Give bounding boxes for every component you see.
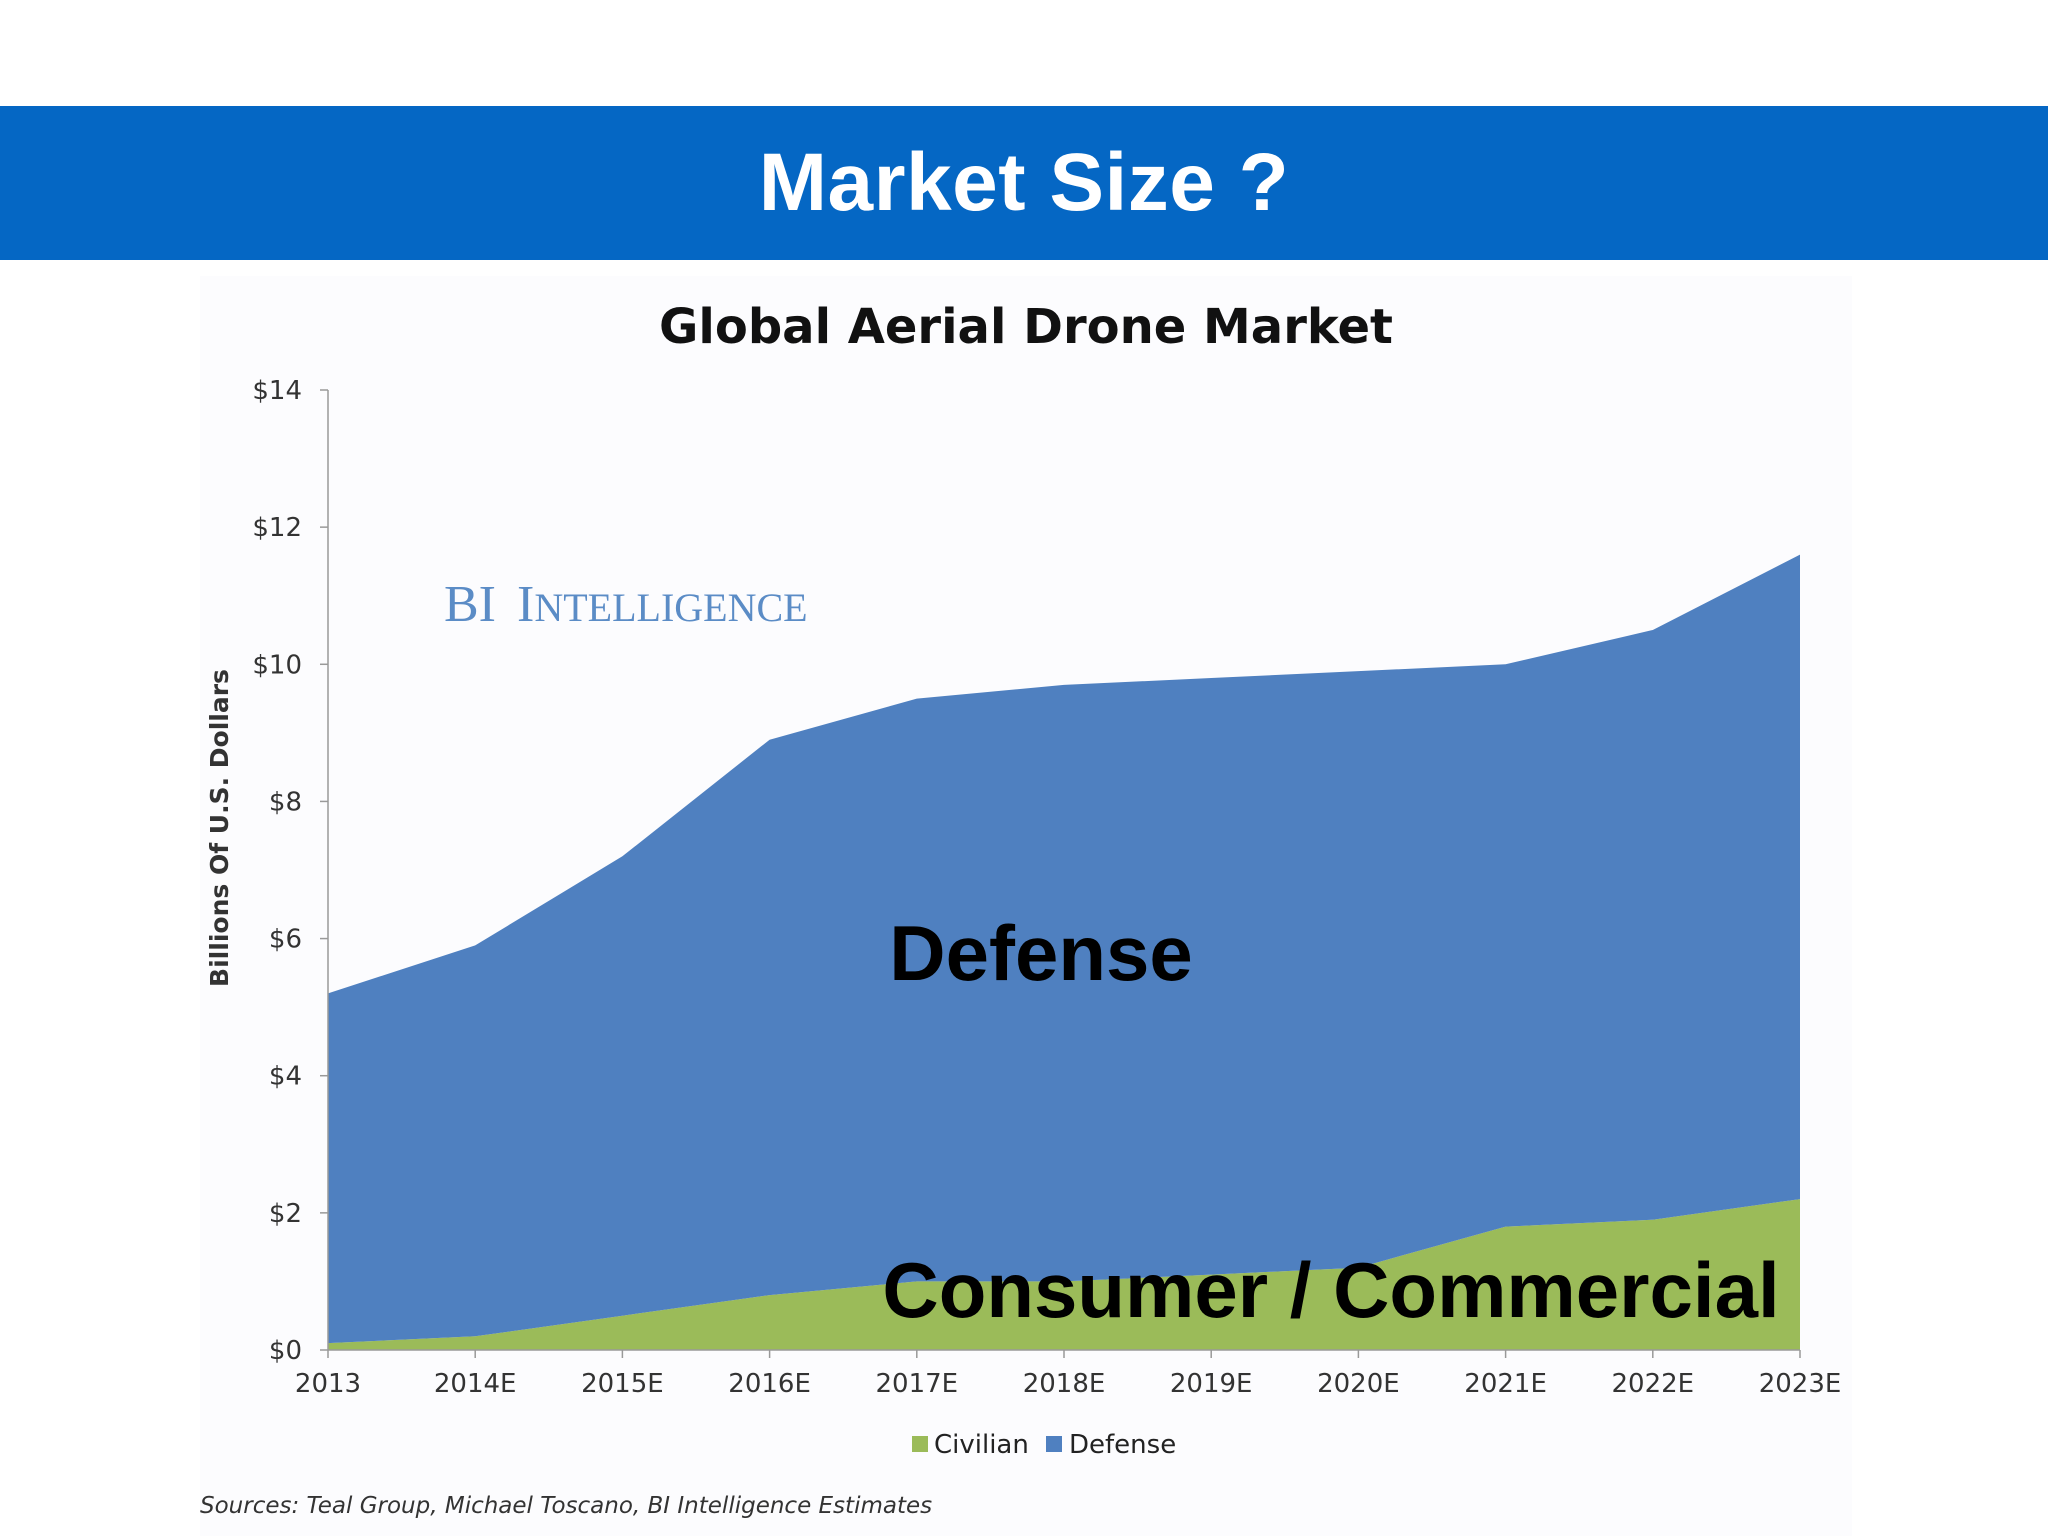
x-tick-label: 2013 (295, 1369, 361, 1399)
x-tick-label: 2023E (1759, 1369, 1842, 1399)
y-tick-label: $6 (269, 925, 302, 955)
y-tick-label: $8 (269, 787, 302, 817)
legend-swatch-defense (1046, 1436, 1062, 1452)
area-series-civilian (328, 1199, 1800, 1350)
y-tick-label: $4 (269, 1062, 302, 1092)
y-tick-label: $12 (252, 513, 302, 543)
y-axis-label: Billions Of U.S. Dollars (205, 669, 234, 987)
area-series-defense (328, 554, 1800, 1344)
x-tick-label: 2017E (875, 1369, 958, 1399)
legend-swatch-civilian (912, 1436, 928, 1452)
chart-panel: Global Aerial Drone Market BI INTELLIGEN… (200, 276, 1852, 1536)
y-tick-label: $10 (252, 650, 302, 680)
watermark-logo: BI INTELLIGENCE (444, 576, 808, 633)
chart-title: Global Aerial Drone Market (659, 299, 1393, 355)
x-tick-label: 2014E (434, 1369, 517, 1399)
x-tick-label: 2019E (1170, 1369, 1253, 1399)
y-tick-label: $2 (269, 1199, 302, 1229)
areas-layer (328, 554, 1800, 1350)
area-chart: Global Aerial Drone Market BI INTELLIGEN… (200, 299, 1841, 1519)
axis-layer: $0 $2 $4 $6 $8 $10 $12 $14 2013 2014E 2015E 2016E 20… (252, 376, 1841, 1399)
x-tick-label: 2015E (581, 1369, 664, 1399)
consumer-commercial-annotation: Consumer / Commercial (882, 1246, 1779, 1334)
y-tick-label: $0 (269, 1336, 302, 1366)
x-tick-label: 2018E (1023, 1369, 1106, 1399)
defense-annotation: Defense (889, 909, 1192, 997)
x-tick-label: 2022E (1611, 1369, 1694, 1399)
legend-label-civilian: Civilian (934, 1430, 1029, 1460)
legend-label-defense: Defense (1069, 1430, 1176, 1460)
y-tick-label: $14 (252, 376, 302, 406)
title-banner: Market Size ? (0, 106, 2048, 260)
legend: Civilian Defense (912, 1430, 1176, 1460)
source-note: Sources: Teal Group, Michael Toscano, BI… (200, 1493, 932, 1519)
x-tick-label: 2021E (1464, 1369, 1547, 1399)
x-tick-label: 2016E (728, 1369, 811, 1399)
x-tick-label: 2020E (1317, 1369, 1400, 1399)
slide-title: Market Size ? (758, 137, 1290, 228)
